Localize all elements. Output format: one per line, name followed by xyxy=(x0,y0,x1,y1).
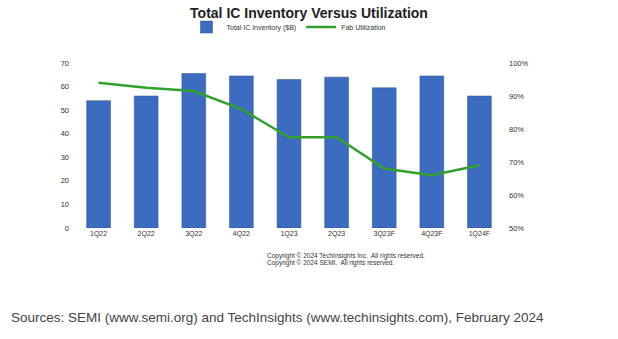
svg-text:70: 70 xyxy=(61,59,69,68)
svg-text:1Q22: 1Q22 xyxy=(90,230,107,238)
svg-text:80%: 80% xyxy=(509,125,524,134)
svg-text:70%: 70% xyxy=(509,158,524,167)
svg-text:3Q23F: 3Q23F xyxy=(374,230,395,238)
svg-text:0: 0 xyxy=(65,224,69,233)
svg-text:100%: 100% xyxy=(509,59,529,68)
svg-text:1Q24F: 1Q24F xyxy=(469,230,490,238)
svg-text:20: 20 xyxy=(61,176,69,185)
svg-text:50%: 50% xyxy=(509,224,524,233)
svg-text:Total IC Inventory ($B): Total IC Inventory ($B) xyxy=(227,24,297,32)
svg-text:Sources: SEMI (www.semi.org) a: Sources: SEMI (www.semi.org) and TechIns… xyxy=(11,310,544,325)
svg-text:1Q23: 1Q23 xyxy=(280,230,297,238)
svg-text:2Q23: 2Q23 xyxy=(328,230,345,238)
svg-text:Copyright © 2024 TechInsights: Copyright © 2024 TechInsights Inc. All r… xyxy=(267,252,425,260)
svg-text:60%: 60% xyxy=(509,191,524,200)
svg-text:4Q22: 4Q22 xyxy=(233,230,250,238)
svg-text:3Q22: 3Q22 xyxy=(185,230,202,238)
svg-text:90%: 90% xyxy=(509,92,524,101)
svg-text:Total IC Inventory Versus Util: Total IC Inventory Versus Utilization xyxy=(190,5,428,21)
svg-text:50: 50 xyxy=(61,106,69,115)
svg-text:2Q22: 2Q22 xyxy=(138,230,155,238)
svg-text:4Q23F: 4Q23F xyxy=(421,230,442,238)
svg-text:10: 10 xyxy=(61,200,69,209)
svg-text:30: 30 xyxy=(61,153,69,162)
svg-text:60: 60 xyxy=(61,82,69,91)
svg-text:40: 40 xyxy=(61,129,69,138)
svg-text:Copyright © 2024 SEMI. All ri: Copyright © 2024 SEMI. All rights reserv… xyxy=(267,259,394,267)
svg-text:Fab Utilization: Fab Utilization xyxy=(341,24,385,31)
